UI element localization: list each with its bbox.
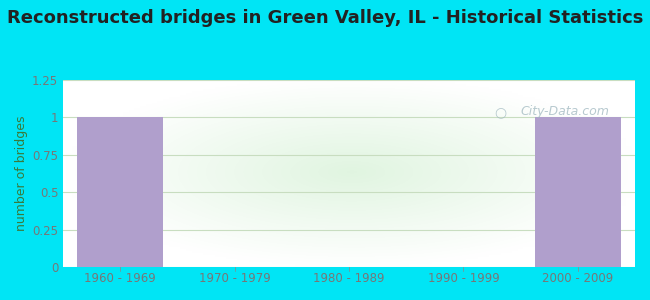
Y-axis label: number of bridges: number of bridges (15, 116, 28, 231)
Bar (77, 117, 163, 267)
Text: Reconstructed bridges in Green Valley, IL - Historical Statistics: Reconstructed bridges in Green Valley, I… (6, 9, 644, 27)
Text: ○: ○ (495, 105, 507, 119)
Bar (535, 117, 621, 267)
Text: City-Data.com: City-Data.com (521, 105, 610, 118)
